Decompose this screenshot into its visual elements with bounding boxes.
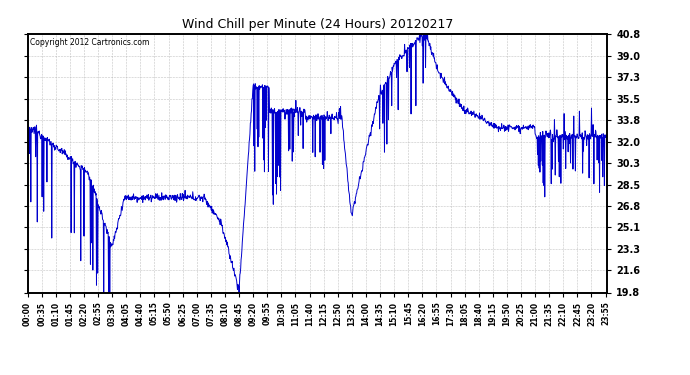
Title: Wind Chill per Minute (24 Hours) 20120217: Wind Chill per Minute (24 Hours) 2012021… — [181, 18, 453, 31]
Text: Copyright 2012 Cartronics.com: Copyright 2012 Cartronics.com — [30, 38, 150, 46]
